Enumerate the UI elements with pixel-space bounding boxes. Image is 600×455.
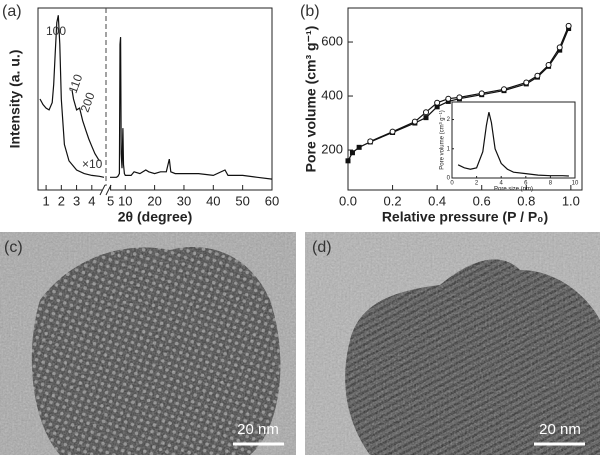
x-tick-label: 10 — [118, 193, 132, 208]
scale-bar-label: 20 nm — [539, 421, 581, 438]
annotation: 100 — [46, 24, 66, 38]
x-tick-label: 1 — [42, 193, 49, 208]
x-tick-label: 0.6 — [473, 193, 491, 208]
data-point — [423, 115, 429, 121]
data-line — [110, 37, 273, 180]
x-tick-label: 0 — [450, 181, 454, 187]
x-tick-label: 8 — [549, 181, 553, 187]
data-point — [367, 138, 374, 145]
data-point — [456, 94, 463, 101]
x-tick-label: 0.4 — [428, 193, 446, 208]
x-tick-label: 40 — [206, 193, 220, 208]
tem-image-d — [305, 232, 600, 455]
x-tick-label: 0.8 — [517, 193, 535, 208]
y-tick-label: 0 — [447, 176, 451, 182]
x-tick-label: 6 — [524, 181, 528, 187]
data-point — [501, 86, 507, 93]
y-tick-label: 2 — [447, 117, 451, 123]
x-tick-label: 60 — [265, 193, 279, 208]
data-point — [356, 144, 362, 150]
x-axis-label: Pore size (nm) — [494, 187, 533, 193]
y-axis-label: Pore volume (cm³ g⁻¹) — [440, 110, 446, 170]
x-tick-label: 2 — [58, 193, 65, 208]
y-tick-label: 200 — [321, 141, 343, 156]
data-point — [345, 158, 351, 164]
data-point — [411, 118, 418, 125]
x-tick-label: 50 — [235, 193, 249, 208]
y-tick-label: 1 — [447, 146, 451, 152]
data-point — [423, 109, 429, 116]
data-point — [445, 95, 452, 102]
x-axis-label: Relative pressure (P / P₀) — [382, 209, 548, 225]
axis-break — [102, 186, 110, 194]
data-point — [434, 99, 441, 106]
panel-label: (b) — [300, 3, 320, 20]
data-point — [565, 22, 572, 29]
x-tick-label: 1.0 — [562, 193, 580, 208]
data-point — [434, 104, 440, 110]
y-axis-label: Intensity (a. u.) — [7, 50, 23, 149]
inset-frame — [451, 101, 576, 179]
data-line — [39, 15, 105, 178]
annotation: 200 — [78, 90, 98, 114]
y-axis-label: Pore volume (cm³ g⁻¹) — [303, 26, 319, 173]
panel-label: (d) — [312, 239, 332, 256]
data-point — [545, 61, 552, 68]
data-point — [389, 128, 396, 135]
data-point — [534, 72, 541, 79]
x-axis-label: 2θ (degree) — [118, 209, 192, 225]
panel-label: (c) — [4, 239, 23, 256]
x-tick-label: 4 — [88, 193, 95, 208]
data-point — [349, 150, 355, 156]
y-tick-label: 400 — [321, 87, 343, 102]
tem-image-c — [0, 232, 296, 455]
data-line — [457, 112, 569, 177]
x-tick-label: 10 — [572, 181, 579, 187]
scale-bar-label: 20 nm — [237, 421, 279, 438]
x-tick-label: 20 — [147, 193, 161, 208]
x-tick-label: 30 — [177, 193, 191, 208]
x-tick-label: 0.2 — [384, 193, 402, 208]
x-tick-label: 5 — [107, 193, 114, 208]
x-tick-label: 0.0 — [339, 193, 357, 208]
data-point — [556, 44, 563, 51]
data-line — [71, 89, 100, 162]
x-tick-label: 3 — [73, 193, 80, 208]
axis-break — [99, 184, 106, 196]
annotation: ×10 — [82, 157, 103, 171]
data-point — [523, 79, 530, 86]
y-tick-label: 600 — [321, 33, 343, 48]
x-tick-label: 4 — [500, 181, 504, 187]
data-point — [478, 90, 485, 97]
x-tick-label: 2 — [475, 181, 479, 187]
annotation: 110 — [66, 72, 86, 95]
plot-frame — [347, 7, 583, 191]
panel-label: (a) — [2, 3, 22, 20]
